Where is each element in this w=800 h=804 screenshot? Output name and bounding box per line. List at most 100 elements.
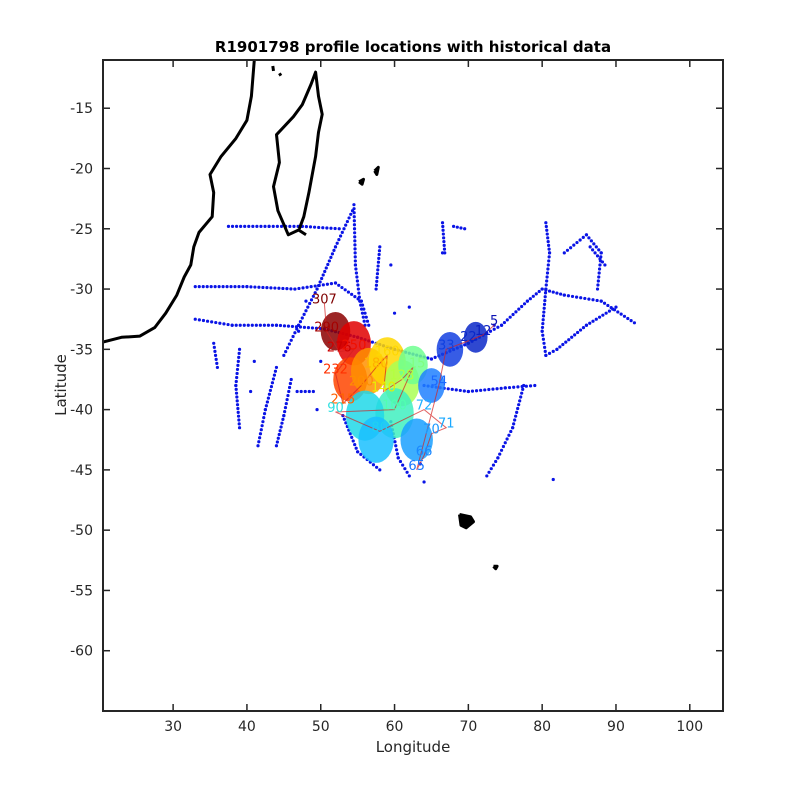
historical-point bbox=[289, 338, 293, 342]
historical-point bbox=[221, 285, 225, 289]
historical-point bbox=[496, 456, 500, 460]
y-tick-label: -15 bbox=[70, 101, 93, 117]
historical-point bbox=[275, 440, 279, 444]
historical-point bbox=[525, 299, 530, 303]
historical-point bbox=[541, 321, 545, 326]
historical-point bbox=[340, 285, 344, 290]
historical-point bbox=[395, 452, 400, 456]
historical-point bbox=[583, 296, 587, 301]
historical-point bbox=[544, 287, 548, 291]
historical-point bbox=[235, 375, 239, 380]
x-tick-label: 80 bbox=[533, 719, 551, 735]
historical-point bbox=[357, 295, 361, 299]
historical-point bbox=[581, 235, 585, 239]
historical-point bbox=[277, 286, 281, 290]
historical-point bbox=[288, 224, 292, 228]
float-profile-label: 66 bbox=[416, 444, 433, 459]
historical-point bbox=[261, 420, 265, 424]
historical-point bbox=[531, 294, 535, 298]
historical-point bbox=[547, 251, 552, 255]
historical-point bbox=[252, 359, 256, 363]
historical-point bbox=[345, 219, 349, 224]
historical-point bbox=[304, 299, 308, 303]
historical-point bbox=[282, 353, 286, 357]
historical-point bbox=[235, 395, 239, 399]
historical-point bbox=[517, 403, 521, 407]
historical-point bbox=[201, 318, 206, 323]
historical-point bbox=[289, 377, 293, 382]
float-profile-label: 71 bbox=[438, 417, 455, 432]
historical-point bbox=[394, 444, 398, 448]
float-profile-label: 250 bbox=[342, 338, 367, 353]
x-tick-label: 50 bbox=[312, 719, 330, 735]
x-tick-label: 70 bbox=[459, 719, 477, 735]
historical-point bbox=[513, 418, 517, 422]
historical-point bbox=[330, 252, 335, 256]
historical-point bbox=[197, 318, 201, 322]
historical-point bbox=[595, 298, 599, 303]
historical-point bbox=[236, 406, 240, 411]
historical-point bbox=[595, 287, 600, 291]
historical-point bbox=[326, 262, 330, 267]
historical-point bbox=[502, 320, 507, 325]
historical-point bbox=[270, 323, 275, 327]
historical-point bbox=[376, 260, 381, 264]
float-profile-label: 12 bbox=[475, 324, 492, 339]
historical-point bbox=[262, 412, 267, 416]
coastline-island bbox=[373, 165, 380, 176]
historical-point bbox=[575, 295, 579, 299]
y-tick-label: -30 bbox=[70, 282, 93, 298]
historical-point bbox=[378, 245, 382, 249]
historical-point bbox=[237, 355, 241, 359]
historical-point bbox=[279, 425, 283, 429]
historical-point bbox=[597, 267, 602, 271]
coastline-island bbox=[358, 177, 365, 186]
historical-point bbox=[321, 283, 325, 287]
historical-point bbox=[462, 389, 466, 393]
historical-point bbox=[300, 316, 304, 320]
historical-point bbox=[359, 303, 363, 307]
historical-point bbox=[363, 311, 367, 315]
historical-point bbox=[489, 467, 493, 471]
historical-point bbox=[566, 294, 571, 298]
historical-point bbox=[392, 311, 397, 315]
historical-point bbox=[350, 292, 354, 296]
float-profile-label: 72 bbox=[416, 399, 433, 414]
historical-point bbox=[235, 399, 239, 403]
historical-point bbox=[516, 385, 520, 389]
float-profile-label: 160 bbox=[375, 344, 400, 359]
historical-point bbox=[524, 384, 528, 388]
historical-point bbox=[364, 315, 368, 319]
historical-point bbox=[323, 269, 327, 274]
historical-point bbox=[263, 408, 267, 412]
historical-point bbox=[545, 271, 550, 275]
float-profile-label: 200 bbox=[349, 375, 374, 390]
historical-point bbox=[302, 312, 306, 316]
coastline-island bbox=[278, 72, 283, 77]
historical-point bbox=[581, 326, 586, 330]
historical-point bbox=[256, 444, 260, 448]
float-profile-cluster bbox=[400, 418, 433, 461]
historical-point bbox=[516, 406, 520, 411]
historical-point bbox=[226, 322, 230, 327]
historical-point bbox=[587, 236, 591, 240]
coastline-africa bbox=[103, 60, 256, 344]
historical-point bbox=[587, 297, 591, 301]
historical-point bbox=[545, 228, 549, 232]
historical-point bbox=[588, 321, 592, 325]
historical-point bbox=[315, 408, 319, 412]
historical-point bbox=[505, 318, 509, 322]
historical-point bbox=[584, 323, 589, 327]
historical-point bbox=[265, 286, 269, 290]
historical-point bbox=[407, 474, 411, 478]
historical-point bbox=[284, 401, 288, 406]
historical-point bbox=[570, 294, 575, 299]
historical-point bbox=[237, 285, 241, 289]
historical-point bbox=[324, 266, 328, 270]
historical-point bbox=[308, 301, 312, 306]
historical-point bbox=[325, 282, 329, 286]
historical-point bbox=[275, 224, 279, 228]
historical-point bbox=[285, 397, 289, 402]
historical-point bbox=[299, 389, 303, 394]
